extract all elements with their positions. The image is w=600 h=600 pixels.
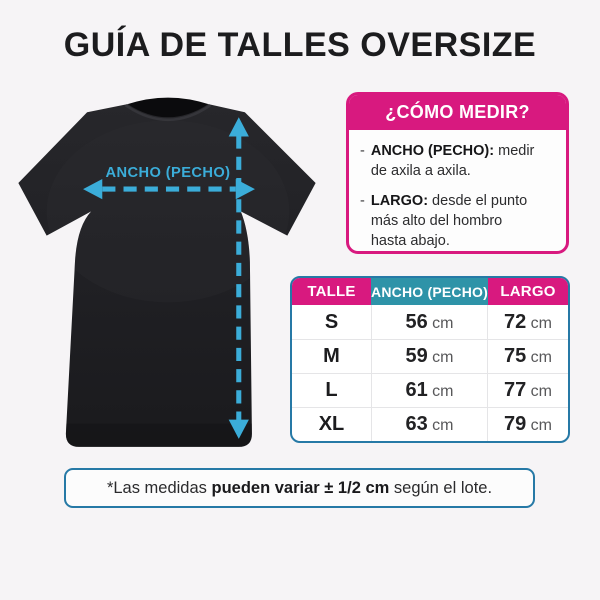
size-value: M bbox=[323, 345, 340, 367]
ancho-value: 63 bbox=[405, 413, 428, 435]
largo-cell: 72 cm bbox=[488, 305, 568, 339]
instruction-text: ANCHO (PECHO): medir de axila a axila. bbox=[371, 141, 539, 181]
table-row-s: S 56 cm 72 cm bbox=[292, 305, 568, 339]
size-value: S bbox=[324, 310, 339, 333]
largo-unit: cm bbox=[526, 417, 553, 434]
largo-value: 77 bbox=[503, 379, 527, 401]
ancho-cell: 56 cm bbox=[371, 305, 488, 339]
col-header-ancho: ANCHO (PECHO) bbox=[371, 278, 488, 305]
ancho-cell: 61 cm bbox=[371, 373, 488, 407]
measure-desc: desde el punto más alto del hombro hasta… bbox=[370, 193, 528, 249]
how-to-measure-body: - ANCHO (PECHO): medir de axila a axila.… bbox=[349, 130, 566, 251]
table-row-l: L 61 cm 77 cm bbox=[292, 373, 568, 407]
largo-value: 75 bbox=[503, 345, 527, 367]
note-bold: pueden variar ± 1/2 cm bbox=[211, 478, 390, 497]
col-header-largo: LARGO bbox=[488, 278, 568, 305]
ancho-unit: cm bbox=[427, 417, 454, 434]
how-to-measure-box: ¿CÓMO MEDIR? - ANCHO (PECHO): medir de a… bbox=[346, 92, 569, 254]
ancho-unit: cm bbox=[427, 349, 454, 366]
measure-term: LARGO: bbox=[370, 193, 429, 209]
largo-unit: cm bbox=[526, 383, 553, 400]
note-suffix: según el lote. bbox=[389, 478, 493, 497]
largo-cell: 77 cm bbox=[488, 373, 568, 407]
size-cell: M bbox=[292, 339, 371, 373]
largo-value: 72 bbox=[503, 310, 527, 333]
largo-cell: 79 cm bbox=[488, 407, 568, 441]
fabric-highlight bbox=[46, 120, 290, 303]
hem-shadow bbox=[65, 423, 252, 447]
ancho-value: 56 bbox=[405, 310, 428, 333]
table-row-xl: XL 63 cm 79 cm bbox=[292, 407, 568, 441]
note-text: *Las medidas pueden variar ± 1/2 cm segú… bbox=[107, 479, 492, 498]
col-header-talle: TALLE bbox=[292, 278, 371, 305]
table-row-m: M 59 cm 75 cm bbox=[292, 339, 568, 373]
size-table: TALLE ANCHO (PECHO) LARGO S 56 cm 72 cm … bbox=[290, 276, 570, 443]
largo-cell: 75 cm bbox=[488, 339, 568, 373]
ancho-unit: cm bbox=[427, 314, 454, 332]
measure-instruction-largo: - LARGO: desde el punto más alto del hom… bbox=[360, 191, 554, 251]
bullet-dash: - bbox=[360, 193, 365, 209]
largo-unit: cm bbox=[526, 349, 553, 366]
ancho-value: 61 bbox=[405, 379, 428, 401]
tshirt-illustration: ANCHO (PECHO) bbox=[18, 97, 316, 447]
size-value: L bbox=[325, 379, 338, 401]
note-box: *Las medidas pueden variar ± 1/2 cm segú… bbox=[64, 468, 535, 508]
measure-term: ANCHO (PECHO): bbox=[370, 143, 495, 159]
tshirt-collar bbox=[127, 97, 209, 118]
largo-value: 79 bbox=[503, 413, 527, 435]
table-header-row: TALLE ANCHO (PECHO) LARGO bbox=[292, 278, 568, 305]
ancho-unit: cm bbox=[427, 383, 454, 400]
bullet-dash: - bbox=[360, 143, 365, 159]
measure-instruction-ancho: - ANCHO (PECHO): medir de axila a axila. bbox=[360, 141, 554, 181]
note-prefix: *Las medidas bbox=[106, 478, 212, 497]
measure-desc: medir de axila a axila. bbox=[370, 143, 535, 179]
collar-rib-line bbox=[124, 104, 212, 122]
instruction-text: LARGO: desde el punto más alto del hombr… bbox=[371, 191, 539, 251]
ancho-cell: 59 cm bbox=[371, 339, 488, 373]
size-cell: L bbox=[292, 373, 371, 407]
page-title: GUÍA DE TALLES OVERSIZE bbox=[63, 26, 537, 64]
size-cell: XL bbox=[292, 407, 371, 441]
how-to-measure-title: ¿CÓMO MEDIR? bbox=[349, 95, 566, 130]
length-measure-arrow bbox=[228, 117, 249, 439]
ancho-value: 59 bbox=[405, 345, 428, 367]
ancho-cell: 63 cm bbox=[371, 407, 488, 441]
size-cell: S bbox=[292, 305, 371, 339]
largo-unit: cm bbox=[526, 314, 553, 332]
width-arrow-label: ANCHO (PECHO) bbox=[106, 165, 231, 181]
size-value: XL bbox=[318, 413, 345, 435]
